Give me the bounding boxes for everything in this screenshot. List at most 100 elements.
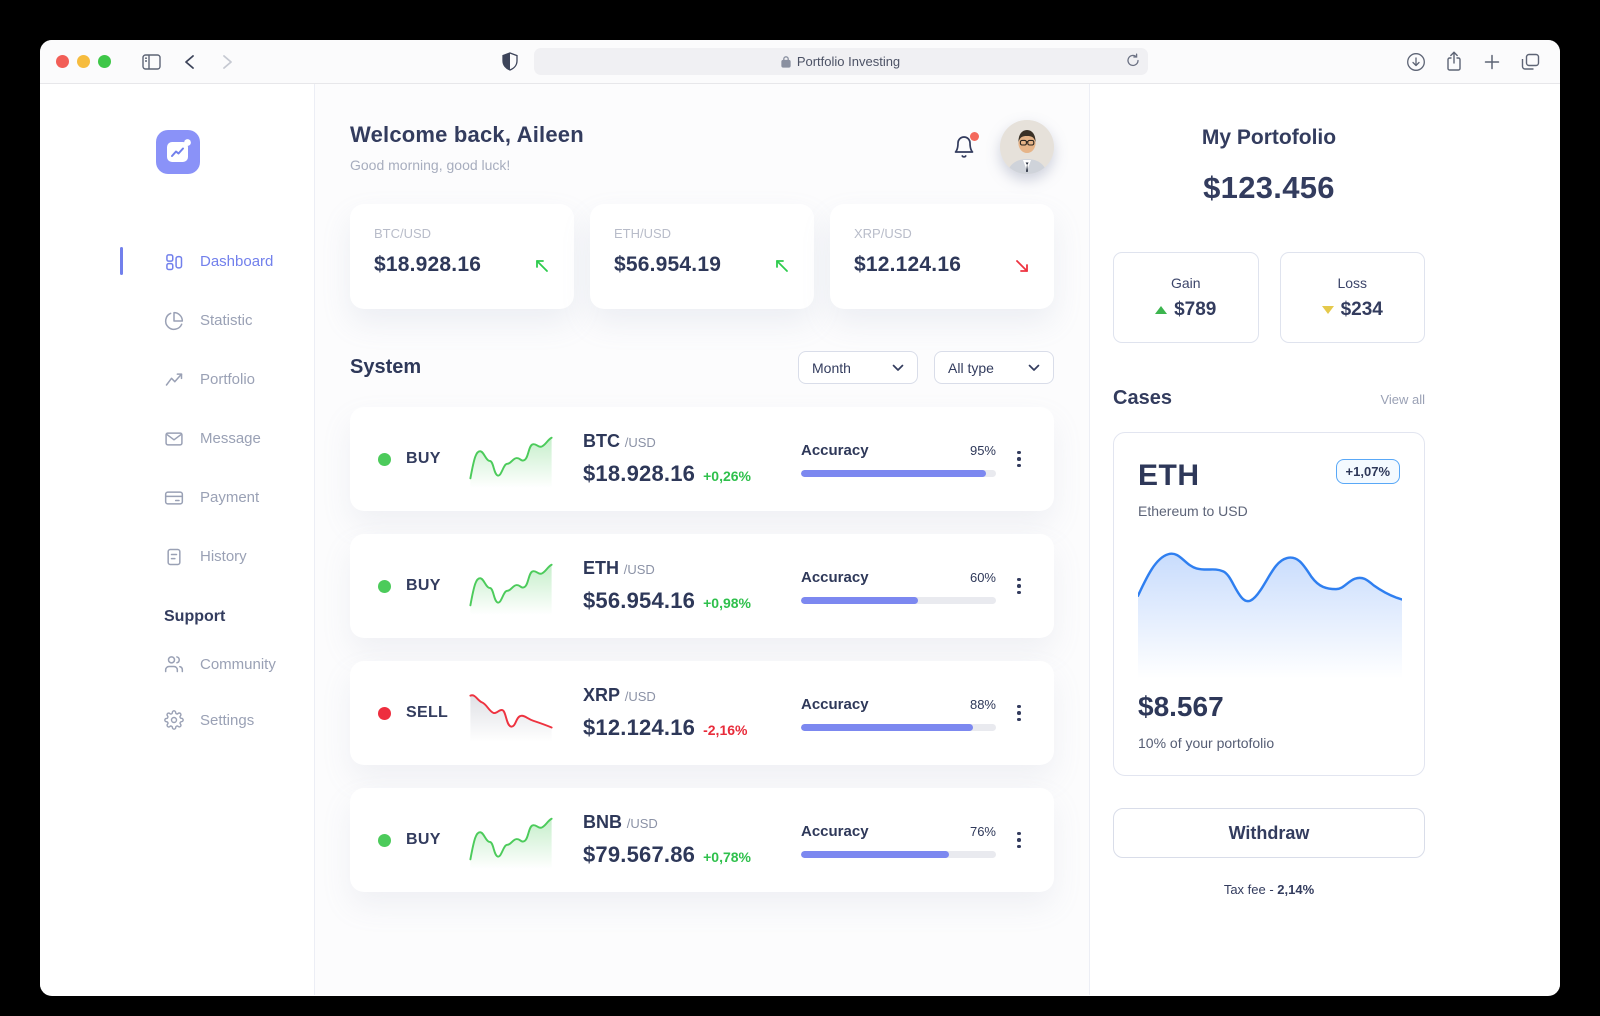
- ticker-pair: BTC/USD: [374, 226, 432, 241]
- main-area: Welcome back, Aileen Good morning, good …: [315, 84, 1090, 995]
- page-subtitle: Good morning, good luck!: [350, 156, 511, 173]
- signal-action: BUY: [406, 577, 441, 594]
- accuracy-value: 60%: [969, 569, 996, 585]
- cases-header: Cases View all: [1113, 387, 1425, 410]
- sparkline-up-chart: [469, 563, 553, 615]
- signal-action: BUY: [406, 450, 441, 467]
- sidebar-item-label: History: [200, 548, 247, 565]
- downloads-icon[interactable]: [1402, 48, 1430, 76]
- sidebar-item-label: Portfolio: [200, 371, 256, 388]
- chevron-down-icon: [1028, 364, 1040, 372]
- loss-value: $234: [1340, 298, 1383, 320]
- sidebar-item-dashboard[interactable]: Dashboard: [40, 232, 314, 291]
- case-note: 10% of your portofolio: [1138, 735, 1275, 751]
- signal-price: $79.567.86: [583, 842, 696, 867]
- tax-fee-value: 2,14%: [1277, 882, 1315, 897]
- minimize-window-button[interactable]: [77, 55, 90, 68]
- sell-status-dot: [378, 706, 391, 720]
- period-select[interactable]: Month: [798, 351, 918, 384]
- browser-toolbar: Portfolio Investing: [40, 40, 1560, 84]
- row-menu-icon[interactable]: [1006, 447, 1032, 472]
- back-button[interactable]: [175, 48, 203, 76]
- zoom-window-button[interactable]: [98, 55, 111, 68]
- credit-card-icon: [164, 488, 184, 508]
- gain-label: Gain: [1170, 274, 1201, 291]
- sidebar-item-community[interactable]: Community: [40, 636, 314, 692]
- forward-button[interactable]: [213, 48, 241, 76]
- shield-icon[interactable]: [496, 48, 524, 76]
- system-header: System Month All type: [350, 351, 1054, 384]
- accuracy-value: 88%: [969, 696, 996, 712]
- lock-icon: [781, 56, 791, 68]
- signal-symbol: BTC: [583, 431, 620, 451]
- tax-fee-text: Tax fee - 2,14%: [1113, 882, 1425, 897]
- case-change-badge: +1,07%: [1335, 459, 1400, 484]
- support-section-label: Support: [164, 608, 226, 625]
- sidebar-item-label: Settings: [200, 711, 255, 729]
- system-rows: BUY BTC /USD $18.928.16 +0,26%: [350, 407, 1054, 892]
- sidebar-item-payment[interactable]: Payment: [40, 468, 314, 527]
- view-all-link[interactable]: View all: [1380, 392, 1425, 407]
- accuracy-bar-fill: [801, 469, 987, 477]
- notifications-bell-icon[interactable]: [952, 132, 979, 160]
- close-window-button[interactable]: [56, 55, 69, 68]
- type-select[interactable]: All type: [934, 351, 1054, 384]
- ticker-card-eth[interactable]: ETH/USD $56.954.19: [590, 204, 814, 309]
- tax-fee-label: Tax fee -: [1223, 882, 1278, 897]
- app-content: Dashboard Statistic: [40, 84, 1560, 995]
- eth-case-card[interactable]: ETH +1,07% Ethereum to USD $8.567 10% of…: [1113, 432, 1425, 776]
- address-bar[interactable]: Portfolio Investing: [533, 48, 1148, 75]
- row-menu-icon[interactable]: [1006, 828, 1032, 853]
- row-menu-icon[interactable]: [1006, 701, 1032, 726]
- browser-window: Portfolio Investing: [40, 40, 1560, 996]
- sidebar-toggle-icon[interactable]: [137, 48, 165, 76]
- sidebar-item-label: Statistic: [200, 312, 253, 329]
- loss-card[interactable]: Loss $234: [1279, 252, 1425, 343]
- portfolio-panel: My Portofolio $123.456 Gain $789 Loss: [1090, 84, 1560, 995]
- buy-status-dot: [378, 452, 391, 466]
- accuracy-bar: [801, 469, 996, 477]
- withdraw-button[interactable]: Withdraw: [1113, 808, 1425, 858]
- ticker-cards: BTC/USD $18.928.16 ETH/USD $56.954.19: [350, 204, 1054, 309]
- sidebar-item-portfolio[interactable]: Portfolio: [40, 350, 314, 409]
- accuracy-value: 76%: [969, 823, 996, 839]
- trend-up-arrow-icon: [536, 259, 548, 272]
- signal-action: BUY: [406, 831, 441, 848]
- sidebar-item-label: Dashboard: [200, 253, 274, 270]
- ticker-card-xrp[interactable]: XRP/USD $12.124.16: [830, 204, 1054, 309]
- gain-up-triangle-icon: [1155, 305, 1168, 314]
- envelope-icon: [164, 429, 184, 449]
- portfolio-value: $123.456: [1203, 170, 1335, 205]
- signal-denom: /USD: [624, 435, 656, 450]
- tab-overview-icon[interactable]: [1516, 48, 1544, 76]
- signal-change: +0,98%: [703, 595, 751, 611]
- sidebar-item-label: Community: [200, 655, 276, 673]
- ticker-card-btc[interactable]: BTC/USD $18.928.16: [350, 204, 574, 309]
- accuracy-bar: [801, 723, 996, 731]
- sidebar-item-history[interactable]: History: [40, 527, 314, 586]
- new-tab-icon[interactable]: [1478, 48, 1506, 76]
- sidebar-item-settings[interactable]: Settings: [40, 692, 314, 748]
- share-icon[interactable]: [1440, 48, 1468, 76]
- refresh-icon[interactable]: [1126, 53, 1140, 68]
- sparkline-up-chart: [469, 817, 553, 869]
- user-avatar[interactable]: [1000, 120, 1054, 174]
- period-select-value: Month: [812, 359, 851, 376]
- notification-badge: [970, 132, 979, 141]
- pie-chart-icon: [164, 311, 184, 331]
- sparkline-down-chart: [469, 694, 553, 742]
- sidebar-item-message[interactable]: Message: [40, 409, 314, 468]
- signal-symbol: XRP: [583, 685, 621, 705]
- buy-status-dot: [378, 833, 391, 847]
- eth-area-chart: [1138, 552, 1402, 679]
- accuracy-bar: [801, 850, 996, 858]
- accuracy-label: Accuracy: [801, 568, 869, 586]
- signal-change: -2,16%: [703, 722, 748, 738]
- buy-status-dot: [378, 579, 391, 593]
- row-menu-icon[interactable]: [1006, 574, 1032, 599]
- traffic-lights: [56, 55, 111, 68]
- sidebar-item-statistic[interactable]: Statistic: [40, 291, 314, 350]
- gain-card[interactable]: Gain $789: [1113, 252, 1259, 343]
- cases-title: Cases: [1113, 387, 1172, 409]
- dashboard-icon: [164, 252, 184, 272]
